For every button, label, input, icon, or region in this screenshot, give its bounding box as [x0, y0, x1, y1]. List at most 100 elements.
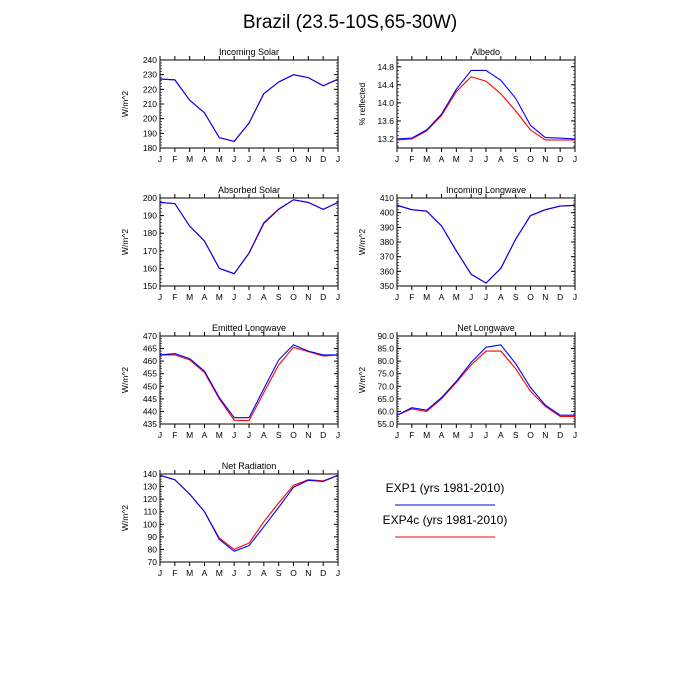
series-line-exp1 [159, 74, 339, 143]
y-tick-label: 440 [143, 406, 157, 416]
panel-incoming-solar: Incoming Solar W/m^2 180 190 200 210 220 230 240… [120, 47, 340, 164]
y-tick-label: 380 [380, 237, 394, 247]
y-tick-label: 230 [143, 70, 157, 80]
y-axis-label: W/m^2 [357, 367, 367, 393]
y-tick-label: 435 [143, 419, 157, 429]
x-tick-label: N [305, 154, 311, 164]
y-tick-label: 360 [380, 266, 394, 276]
x-tick-label: J [469, 430, 473, 440]
x-tick-label: J [484, 292, 488, 302]
y-tick-label: 160 [143, 263, 157, 273]
plot-frame [396, 59, 576, 149]
y-tick-label: 450 [143, 381, 157, 391]
y-tick-label: 110 [143, 507, 157, 517]
x-tick-label: D [557, 430, 563, 440]
x-tick-label: A [439, 292, 445, 302]
x-tick-label: A [439, 154, 445, 164]
x-tick-label: J [336, 430, 340, 440]
x-tick-label: A [202, 430, 208, 440]
legend-label-exp4c: EXP4c (yrs 1981-2010) [383, 513, 508, 527]
legend-label-exp1: EXP1 (yrs 1981-2010) [386, 481, 505, 495]
x-tick-label: O [290, 154, 297, 164]
x-tick-label: J [232, 430, 236, 440]
x-tick-label: D [557, 154, 563, 164]
x-tick-label: J [573, 430, 577, 440]
x-tick-label: A [202, 154, 208, 164]
x-tick-label: A [498, 292, 504, 302]
y-tick-label: 180 [143, 143, 157, 153]
x-tick-label: F [409, 430, 414, 440]
panels-group: Incoming Solar W/m^2 180 190 200 210 220 230 240… [120, 47, 577, 578]
x-tick-label: A [261, 568, 267, 578]
y-tick-label: 170 [143, 246, 157, 256]
plot-frame [159, 197, 339, 287]
y-axis-label: W/m^2 [120, 91, 130, 117]
x-tick-label: M [216, 154, 223, 164]
y-axis-label: W/m^2 [120, 229, 130, 255]
x-tick-label: N [542, 430, 548, 440]
figure-title: Brazil (23.5-10S,65-30W) [242, 12, 458, 33]
plot-frame [159, 59, 339, 149]
x-tick-label: J [232, 568, 236, 578]
x-tick-label: M [423, 430, 430, 440]
series-line-exp1 [396, 204, 576, 284]
x-tick-label: J [232, 292, 236, 302]
panel-title: Emitted Longwave [212, 323, 286, 333]
y-axis-label: % reflected [357, 82, 367, 125]
y-tick-label: 200 [143, 114, 157, 124]
x-tick-label: J [247, 154, 251, 164]
x-tick-label: S [276, 292, 282, 302]
x-tick-label: J [158, 430, 162, 440]
y-tick-label: 55.0 [377, 419, 394, 429]
x-tick-label: D [320, 154, 326, 164]
x-tick-label: J [158, 154, 162, 164]
x-tick-label: A [261, 292, 267, 302]
y-tick-label: 14.8 [377, 62, 394, 72]
y-tick-label: 210 [143, 99, 157, 109]
series-line-exp1 [159, 344, 338, 419]
x-tick-label: D [320, 430, 326, 440]
x-tick-label: M [186, 430, 193, 440]
x-tick-label: F [172, 568, 177, 578]
x-tick-label: A [439, 430, 445, 440]
panel-title: Incoming Solar [219, 47, 279, 57]
x-tick-label: M [423, 292, 430, 302]
y-tick-label: 390 [380, 222, 394, 232]
x-tick-label: O [290, 430, 297, 440]
x-tick-label: J [232, 154, 236, 164]
x-tick-label: M [216, 292, 223, 302]
x-tick-label: O [527, 430, 534, 440]
x-tick-label: M [216, 430, 223, 440]
x-tick-label: A [202, 568, 208, 578]
series-line-exp4c [159, 474, 339, 551]
x-tick-label: M [453, 154, 460, 164]
legend: EXP1 (yrs 1981-2010) EXP4c (yrs 1981-201… [383, 481, 508, 538]
y-tick-label: 200 [143, 193, 157, 203]
x-tick-label: M [423, 154, 430, 164]
x-tick-label: J [573, 154, 577, 164]
y-tick-label: 130 [143, 482, 157, 492]
y-tick-label: 400 [380, 208, 394, 218]
y-tick-label: 465 [143, 344, 157, 354]
x-tick-label: J [395, 430, 399, 440]
y-tick-label: 470 [143, 331, 157, 341]
x-tick-label: S [513, 154, 519, 164]
x-tick-label: J [247, 292, 251, 302]
x-tick-label: A [261, 430, 267, 440]
x-tick-label: N [305, 430, 311, 440]
x-tick-label: J [484, 154, 488, 164]
series-line-exp1 [159, 199, 339, 275]
y-tick-label: 180 [143, 228, 157, 238]
x-tick-label: J [247, 430, 251, 440]
x-tick-label: N [542, 292, 548, 302]
y-tick-label: 190 [143, 128, 157, 138]
series-line-exp4c [396, 350, 575, 418]
x-tick-label: A [498, 154, 504, 164]
x-tick-label: M [216, 568, 223, 578]
x-tick-label: S [276, 568, 282, 578]
y-tick-label: 370 [380, 252, 394, 262]
x-tick-label: M [453, 292, 460, 302]
y-tick-label: 445 [143, 394, 157, 404]
